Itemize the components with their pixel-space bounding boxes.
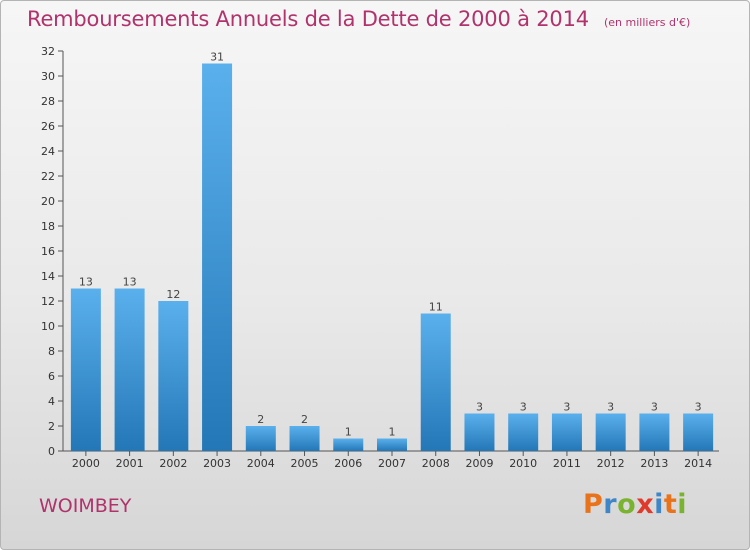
bar-2009 — [464, 413, 495, 451]
bar-2012 — [595, 413, 626, 451]
x-tick-label-2011: 2011 — [553, 457, 581, 470]
y-tick-label: 30 — [41, 70, 55, 83]
logo-letter: x — [636, 489, 655, 520]
x-tick-label-2010: 2010 — [509, 457, 537, 470]
y-tick-label: 28 — [41, 95, 55, 108]
bar-2011 — [551, 413, 582, 451]
y-tick-label: 8 — [48, 345, 55, 358]
x-tick-label-2012: 2012 — [597, 457, 625, 470]
proxiti-logo: Proxiti — [583, 489, 687, 520]
y-tick-label: 32 — [41, 45, 55, 58]
x-tick-label-2006: 2006 — [334, 457, 362, 470]
y-tick-label: 12 — [41, 295, 55, 308]
y-tick-label: 26 — [41, 120, 55, 133]
bar-2006 — [333, 438, 364, 451]
bars — [70, 63, 714, 451]
bar-2003 — [202, 63, 233, 451]
x-axis: 2000 2001 2002 2003 2004 2005 2006 2007 2008 2009… — [63, 450, 719, 470]
title-block: Remboursements Annuels de la Dette de 20… — [27, 7, 690, 31]
x-tick-label-2009: 2009 — [465, 457, 493, 470]
x-tick-label-2004: 2004 — [247, 457, 275, 470]
data-label-2001: 13 — [123, 276, 137, 289]
x-tick-label-2008: 2008 — [422, 457, 450, 470]
x-tick-label-2013: 2013 — [640, 457, 668, 470]
x-tick-label-2014: 2014 — [684, 457, 712, 470]
data-label-2013: 3 — [651, 401, 658, 414]
y-tick-label: 4 — [48, 395, 55, 408]
logo-letter: o — [617, 489, 637, 520]
x-tick-label-2007: 2007 — [378, 457, 406, 470]
bar-2013 — [639, 413, 670, 451]
bar-2010 — [508, 413, 539, 451]
chart-unit: (en milliers d'€) — [604, 16, 691, 29]
bar-2001 — [114, 288, 145, 451]
bar-2002 — [158, 301, 189, 451]
bar-2007 — [377, 438, 407, 451]
logo-letter: i — [654, 489, 664, 520]
data-label-2007: 1 — [389, 426, 396, 439]
bar-2005 — [289, 426, 320, 451]
x-tick-label-2002: 2002 — [159, 457, 187, 470]
y-tick-label: 16 — [41, 245, 55, 258]
data-label-2003: 31 — [210, 51, 224, 64]
town-name: WOIMBEY — [39, 495, 132, 517]
y-tick-label: 24 — [41, 145, 55, 158]
data-label-2010: 3 — [520, 401, 527, 414]
logo-letter: i — [677, 489, 688, 520]
data-label-2014: 3 — [695, 401, 702, 414]
x-tick-label-2005: 2005 — [291, 457, 319, 470]
bar-2014 — [683, 413, 714, 451]
data-label-2009: 3 — [476, 401, 483, 414]
data-label-2011: 3 — [563, 401, 570, 414]
y-tick-label: 0 — [48, 445, 55, 458]
chart-title: Remboursements Annuels de la Dette de 20… — [27, 7, 589, 31]
data-label-2005: 2 — [301, 413, 308, 426]
y-tick-label: 14 — [41, 270, 55, 283]
y-tick-label: 2 — [48, 420, 55, 433]
data-label-2000: 13 — [79, 276, 93, 289]
bar-2008 — [420, 313, 451, 451]
y-tick-label: 6 — [48, 370, 55, 383]
logo-letter: t — [663, 489, 678, 520]
y-tick-label: 20 — [41, 195, 55, 208]
data-label-2006: 1 — [345, 426, 352, 439]
data-label-2002: 12 — [166, 288, 180, 301]
data-label-2008: 11 — [429, 301, 443, 314]
data-label-2012: 3 — [607, 401, 614, 414]
logo-letter: P — [583, 489, 604, 520]
bar-2000 — [70, 288, 101, 451]
logo-letter: r — [603, 489, 618, 520]
data-label-2004: 2 — [257, 413, 264, 426]
y-tick-label: 10 — [41, 320, 55, 333]
x-tick-label-2000: 2000 — [72, 457, 100, 470]
y-tick-label: 18 — [41, 220, 55, 233]
y-tick-label: 22 — [41, 170, 55, 183]
bar-2004 — [245, 426, 276, 451]
x-tick-label-2003: 2003 — [203, 457, 231, 470]
x-tick-label-2001: 2001 — [116, 457, 144, 470]
